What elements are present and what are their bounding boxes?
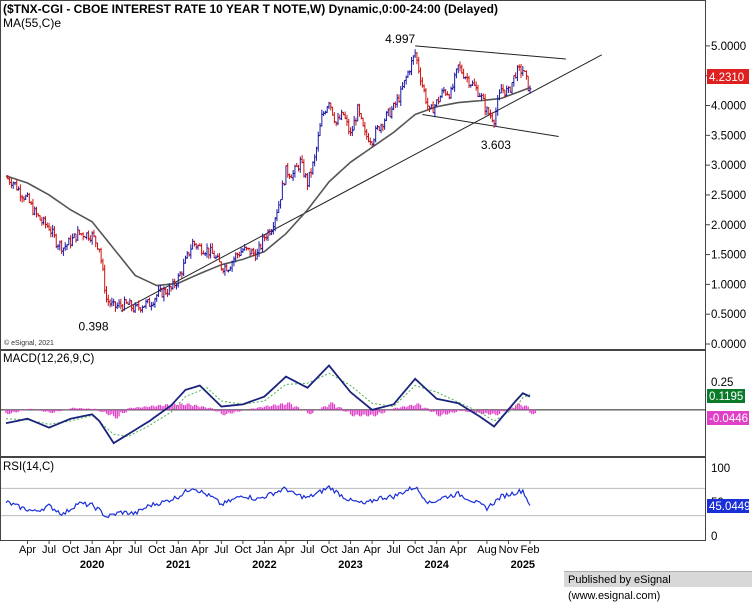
x-year-label: 2024 xyxy=(424,559,449,571)
x-month-label: Apr xyxy=(450,544,467,556)
macd-panel xyxy=(5,364,537,445)
x-month-label: Jan xyxy=(256,544,274,556)
x-month-label: Jul xyxy=(42,544,56,556)
x-month-label: Apr xyxy=(364,544,381,556)
ma-polyline xyxy=(5,86,531,287)
x-month-label: Jan xyxy=(83,544,101,556)
publisher-footer: Published by eSignal (www.esignal.com) xyxy=(564,571,752,602)
price-label-bg xyxy=(707,69,749,84)
x-month-label: Jul xyxy=(128,544,142,556)
x-year-label: 2022 xyxy=(252,559,276,571)
price-tick-label: 2.0000 xyxy=(711,220,746,232)
chart-canvas: 0.0000 0.5000 1.0000 1.5000 2.0000 2.5000 3.00… xyxy=(0,0,751,571)
chart-title: ($TNX-CGI - CBOE INTEREST RATE 10 YEAR T… xyxy=(3,2,498,16)
price-tick-label: 1.0000 xyxy=(711,279,746,291)
x-month-label: Aug xyxy=(477,544,497,556)
price-tick-label: 3.0000 xyxy=(711,160,746,172)
price-tick-label: 2.5000 xyxy=(711,190,746,202)
x-month-label: Oct xyxy=(62,544,79,556)
rsi-value-label: 45.0449 xyxy=(709,501,751,513)
channel-lower xyxy=(422,113,559,138)
rsi-tick-label: 0 xyxy=(711,531,717,543)
x-year-label: 2020 xyxy=(80,559,104,571)
price-value-label: 4.2310 xyxy=(709,72,744,84)
rsi-line xyxy=(5,484,531,519)
ma-legend: MA(55,C)e xyxy=(3,16,61,30)
rsi-panel xyxy=(5,484,531,519)
support-trendline xyxy=(120,54,603,312)
x-month-label: Apr xyxy=(19,544,36,556)
x-month-label: Jul xyxy=(300,544,314,556)
price-candles xyxy=(6,49,532,313)
x-month-label: Apr xyxy=(277,544,294,556)
rsi-title: RSI(14,C) xyxy=(3,461,54,473)
x-month-label: Oct xyxy=(234,544,251,556)
macd-tick-label: 0.25 xyxy=(711,377,733,389)
x-year-label: 2023 xyxy=(338,559,362,571)
price-tick-label: 3.5000 xyxy=(711,130,746,142)
x-month-label: Oct xyxy=(407,544,424,556)
price-tick-label: 0.5000 xyxy=(711,309,746,321)
x-month-label: Feb xyxy=(521,544,540,556)
x-month-label: Jan xyxy=(428,544,446,556)
x-month-label: Nov xyxy=(499,544,519,556)
hist-value-label: -0.0446 xyxy=(709,413,748,425)
price-tick-label: 4.0000 xyxy=(711,101,746,113)
price-tick-label: 5.0000 xyxy=(711,41,746,53)
x-month-label: Jul xyxy=(387,544,401,556)
hist-label-bg xyxy=(707,411,749,425)
x-month-label: Oct xyxy=(320,544,337,556)
x-year-label: 2025 xyxy=(511,559,535,571)
x-month-label: Oct xyxy=(148,544,165,556)
x-month-label: Apr xyxy=(105,544,122,556)
channel-upper xyxy=(415,45,566,60)
rsi-label-bg xyxy=(707,499,749,513)
x-month-label: Apr xyxy=(191,544,208,556)
ma-line xyxy=(5,86,531,287)
x-month-label: Jan xyxy=(169,544,187,556)
annotation-low: 0.398 xyxy=(78,319,108,333)
price-tick-label: 0.0000 xyxy=(711,339,746,351)
macd-line xyxy=(5,364,531,445)
x-year-label: 2021 xyxy=(166,559,190,571)
panel-frames xyxy=(0,0,706,541)
rsi-tick-label: 100 xyxy=(711,463,730,475)
macd-title: MACD(12,26,9,C) xyxy=(3,353,95,365)
annotation-high: 4.997 xyxy=(385,32,415,46)
watermark: © eSignal, 2021 xyxy=(4,339,54,347)
price-tick-label: 1.5000 xyxy=(711,250,746,262)
x-month-label: Jul xyxy=(214,544,228,556)
annotation-pivot: 3.603 xyxy=(481,138,511,152)
macd-value-label: 0.1195 xyxy=(709,391,743,403)
grid-lines xyxy=(1,409,705,517)
x-month-label: Jan xyxy=(342,544,360,556)
macd-label-bg xyxy=(707,389,745,403)
trendlines xyxy=(120,45,603,312)
